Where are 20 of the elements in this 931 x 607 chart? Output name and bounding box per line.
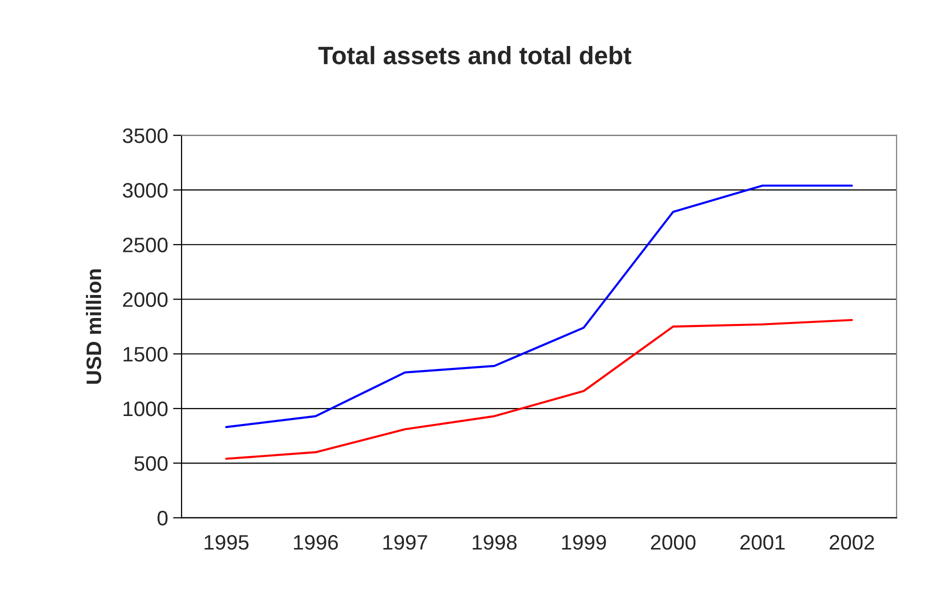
y-tick-label: 2500: [123, 238, 168, 252]
line-series: [225, 184, 853, 428]
y-tick-label: 2000: [123, 292, 168, 308]
x-tick-label: 2001: [740, 534, 785, 550]
x-tick-label: 1999: [562, 534, 606, 550]
x-tick-label: 1998: [472, 534, 517, 550]
line-series: [225, 318, 853, 460]
y-tick-label: 1500: [124, 346, 168, 362]
x-tick-label: 1995: [204, 534, 249, 550]
x-tick-label: 2002: [830, 534, 874, 550]
chart-title: Total assets and total debt: [318, 46, 632, 64]
y-axis-title: USD million: [86, 269, 102, 384]
y-tick-label: 1000: [124, 402, 168, 416]
y-tick-label: 3500: [122, 128, 168, 144]
x-tick-label: 1996: [294, 534, 338, 550]
x-tick-label: 1997: [383, 534, 428, 550]
x-tick-label: 2000: [650, 534, 696, 550]
y-tick-label: 3000: [122, 182, 168, 198]
y-tick-label: 500: [134, 456, 168, 471]
y-tick-label: 0: [158, 510, 168, 526]
